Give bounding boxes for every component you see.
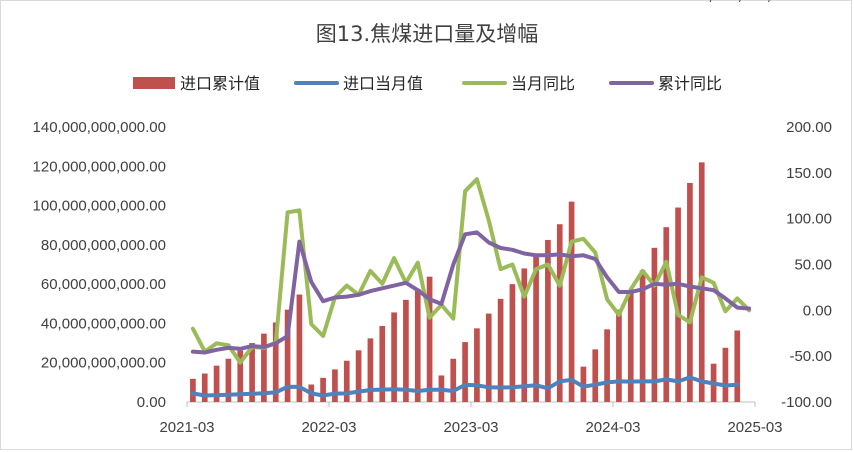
data-label-last-bar: 36,408,904,350 (692, 0, 796, 4)
bar-cumulative-import (272, 322, 279, 402)
x-tick-label: 2022-03 (301, 419, 356, 436)
bar-cumulative-import (556, 224, 563, 402)
bar-cumulative-import (462, 342, 468, 402)
bar-cumulative-import (201, 373, 208, 402)
y-left-tick-label: 140,000,000,000.00 (33, 119, 166, 136)
line-monthly-import (190, 375, 740, 398)
bar-cumulative-import (639, 270, 646, 402)
bar-cumulative-import (687, 182, 693, 402)
y-right-tick-label: 50.00 (794, 257, 832, 274)
y-right-tick-label: 0.00 (803, 302, 832, 319)
bar-cumulative-import (580, 366, 587, 402)
bar-cumulative-import (675, 207, 681, 402)
bar-cumulative-import (355, 350, 362, 402)
legend-item-monthly-yoy: 当月同比 (462, 74, 575, 93)
bar-cumulative-import (509, 284, 516, 402)
legend-label-monthly-yoy: 当月同比 (511, 74, 575, 93)
bar-cumulative-import (450, 358, 457, 402)
bar-cumulative-import (497, 298, 504, 402)
y-left-tick-label: 0.00 (137, 394, 166, 411)
x-tick-label: 2021-03 (159, 419, 214, 436)
y-right-tick-label: -100.00 (781, 394, 832, 411)
y-left-tick-label: 60,000,000,000.00 (41, 276, 166, 293)
bar-cumulative-import (261, 333, 267, 402)
line-cumulative-yoy (190, 230, 752, 355)
bar-cumulative-import (545, 239, 551, 402)
bar-cumulative-import (403, 299, 409, 402)
plot-area: 0.00 20,000,000,000.00 40,000,000,000.00 60… (33, 0, 832, 436)
bar-cumulative-import (722, 347, 729, 402)
bar-cumulative-import (391, 312, 397, 402)
legend-item-monthly-import: 进口当月值 (294, 74, 423, 93)
bar-cumulative-import (568, 201, 575, 402)
bar-cumulative-import (249, 343, 255, 402)
y-right-tick-label: 150.00 (786, 165, 832, 182)
y-left-tick-label: 120,000,000,000.00 (33, 158, 166, 175)
legend-item-cumulative-yoy: 累计同比 (609, 74, 722, 93)
bar-cumulative-import (627, 290, 634, 402)
bar-cumulative-import (379, 325, 386, 402)
bar-cumulative-import (734, 330, 741, 402)
x-tick-label: 2023-03 (443, 419, 498, 436)
legend-label-cumulative-yoy: 累计同比 (658, 74, 722, 93)
y-left-tick-label: 40,000,000,000.00 (41, 315, 166, 332)
legend-swatch-bar (133, 77, 175, 89)
y-right-tick-label: 100.00 (786, 211, 832, 228)
bar-cumulative-import (237, 350, 244, 402)
bar-cumulative-import (485, 313, 492, 402)
bar-cumulative-import (213, 365, 220, 402)
bar-cumulative-import (533, 253, 539, 402)
y-left-tick-label: 80,000,000,000.00 (41, 237, 166, 254)
bar-cumulative-import (592, 349, 599, 402)
chart-title: 图13.焦煤进口量及增幅 (316, 22, 538, 46)
bar-cumulative-import (332, 369, 338, 402)
bar-cumulative-import (320, 377, 326, 402)
bar-cumulative-import (225, 358, 232, 402)
line-monthly-yoy (190, 177, 752, 365)
bar-cumulative-import (296, 294, 303, 402)
bar-cumulative-import (521, 268, 528, 402)
y-right-tick-label: -50.00 (789, 348, 832, 365)
legend-item-cumulative-import: 进口累计值 (133, 74, 260, 93)
legend-label-cumulative-import: 进口累计值 (180, 74, 260, 93)
bar-cumulative-import (343, 360, 350, 402)
bar-cumulative-import (474, 328, 480, 402)
bar-cumulative-import (367, 338, 374, 402)
bar-cumulative-import (663, 227, 670, 402)
bar-cumulative-import (190, 378, 196, 402)
legend: 进口累计值 进口当月值 当月同比 累计同比 (133, 74, 722, 93)
x-tick-label: 2024-03 (585, 419, 640, 436)
bar-cumulative-import (651, 247, 658, 402)
y-left-tick-label: 20,000,000,000.00 (41, 355, 166, 372)
bar-cumulative-import (616, 309, 622, 402)
y-left-tick-label: 100,000,000,000.00 (33, 198, 166, 215)
x-tick-label: 2025-03 (727, 419, 782, 436)
bar-cumulative-import (604, 329, 610, 402)
bar-cumulative-import (426, 276, 433, 402)
legend-label-monthly-import: 进口当月值 (343, 74, 423, 93)
y-right-tick-label: 200.00 (786, 119, 832, 136)
bar-cumulative-import (284, 309, 291, 402)
bar-cumulative-import (414, 288, 421, 402)
